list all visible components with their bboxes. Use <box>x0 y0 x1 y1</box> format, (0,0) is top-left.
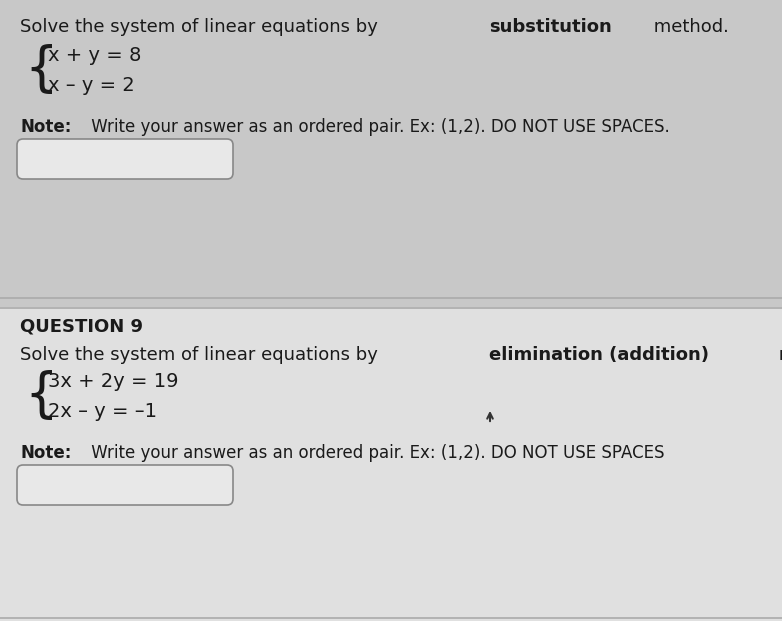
Text: x + y = 8: x + y = 8 <box>48 46 142 65</box>
Text: Write your answer as an ordered pair. Ex: (1,2). DO NOT USE SPACES: Write your answer as an ordered pair. Ex… <box>86 444 665 462</box>
Text: method.: method. <box>773 346 782 364</box>
FancyBboxPatch shape <box>0 0 782 295</box>
Text: Solve the system of linear equations by: Solve the system of linear equations by <box>20 346 384 364</box>
Text: {: { <box>24 370 58 422</box>
Text: 3x + 2y = 19: 3x + 2y = 19 <box>48 372 178 391</box>
Text: substitution: substitution <box>490 18 612 36</box>
Text: elimination (addition): elimination (addition) <box>490 346 709 364</box>
Text: Write your answer as an ordered pair. Ex: (1,2). DO NOT USE SPACES.: Write your answer as an ordered pair. Ex… <box>86 118 670 136</box>
Text: method.: method. <box>647 18 729 36</box>
Text: 2x – y = –1: 2x – y = –1 <box>48 402 157 421</box>
FancyBboxPatch shape <box>0 307 782 621</box>
Text: {: { <box>24 44 58 96</box>
FancyBboxPatch shape <box>17 139 233 179</box>
Text: Solve the system of linear equations by: Solve the system of linear equations by <box>20 18 384 36</box>
Text: Note:: Note: <box>20 444 71 462</box>
Text: QUESTION 9: QUESTION 9 <box>20 318 143 336</box>
Text: Note:: Note: <box>20 118 71 136</box>
Text: x – y = 2: x – y = 2 <box>48 76 135 95</box>
FancyBboxPatch shape <box>17 465 233 505</box>
